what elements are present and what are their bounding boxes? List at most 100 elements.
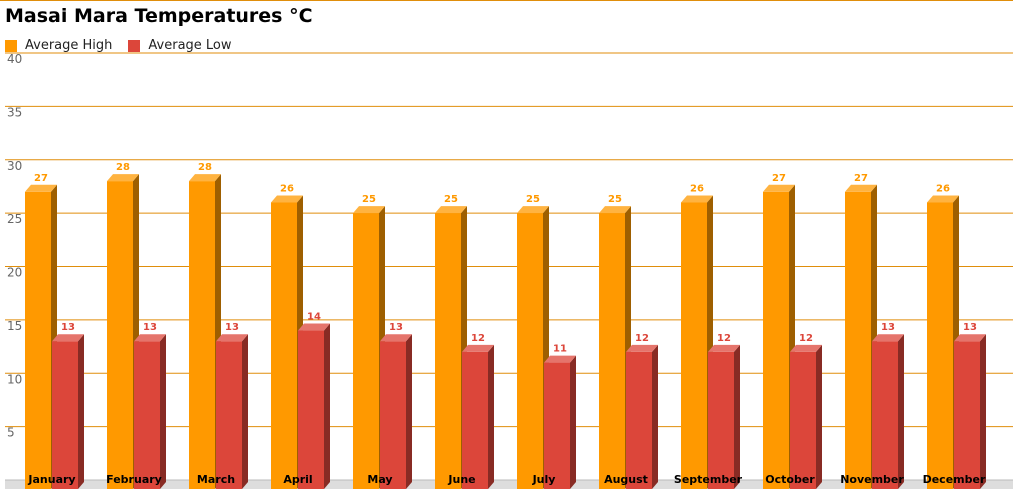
x-tick-label: September [674, 473, 743, 486]
bar-top [763, 184, 795, 192]
bar-side [406, 334, 412, 489]
bar-top [599, 206, 631, 214]
bar-top [25, 184, 57, 192]
bar-top [462, 344, 494, 352]
bar [353, 213, 379, 489]
y-tick-label: 20 [7, 266, 22, 280]
bar [517, 213, 543, 489]
bar [681, 202, 707, 489]
bar-top [107, 174, 139, 182]
bar [544, 362, 570, 489]
bar [790, 351, 816, 489]
bar [298, 330, 324, 489]
bar [25, 191, 51, 489]
bar [107, 181, 133, 489]
bar-top [708, 344, 740, 352]
legend-label-low: Average Low [148, 38, 232, 53]
bar [872, 341, 898, 489]
legend-item-low[interactable]: Average Low [128, 38, 232, 53]
bar [380, 341, 406, 489]
bar-top [271, 195, 303, 203]
bar-top [189, 174, 221, 182]
data-label: 12 [799, 333, 813, 344]
legend-swatch-low [128, 39, 141, 52]
bar-side [816, 344, 822, 489]
legend-swatch-high [5, 39, 17, 52]
data-label: 26 [690, 183, 704, 194]
bar [763, 191, 789, 489]
bar-side [652, 344, 658, 489]
bar-side [78, 334, 84, 489]
data-label: 27 [854, 173, 868, 184]
bar-top [435, 206, 467, 214]
data-label: 13 [225, 322, 239, 333]
data-label: 12 [471, 333, 485, 344]
bar-top [845, 184, 877, 192]
data-label: 13 [963, 322, 977, 333]
bar-side [324, 323, 330, 489]
bar [599, 213, 625, 489]
bar [189, 181, 215, 489]
bar-top [790, 344, 822, 352]
chart-title: Masai Mara Temperatures °C [5, 5, 313, 27]
y-tick-label: 5 [7, 426, 15, 440]
data-label: 13 [389, 322, 403, 333]
data-label: 25 [526, 194, 540, 205]
bar [845, 191, 871, 489]
bar [134, 341, 160, 489]
data-label: 12 [717, 333, 731, 344]
data-label: 25 [444, 194, 458, 205]
bar [708, 351, 734, 489]
bar [271, 202, 297, 489]
x-tick-label: November [840, 473, 904, 486]
x-tick-label: May [367, 473, 392, 486]
legend-item-high[interactable]: Average High [5, 38, 112, 53]
data-label: 28 [198, 162, 212, 173]
bar-side [734, 344, 740, 489]
chart-floor [5, 480, 1013, 489]
bar-top [544, 355, 576, 363]
x-tick-label: April [283, 473, 312, 486]
bar [954, 341, 980, 489]
bar-top [380, 334, 412, 342]
data-label: 13 [61, 322, 75, 333]
bar [216, 341, 242, 489]
data-label: 27 [34, 173, 48, 184]
y-tick-label: 15 [7, 319, 22, 333]
bar-top [872, 334, 904, 342]
bar-top [927, 195, 959, 203]
y-tick-label: 30 [7, 159, 22, 173]
data-label: 12 [635, 333, 649, 344]
x-tick-label: March [197, 473, 235, 486]
bar-top [681, 195, 713, 203]
bar-side [980, 334, 986, 489]
x-tick-label: July [532, 473, 556, 486]
x-tick-label: August [604, 473, 648, 486]
data-label: 14 [307, 312, 321, 323]
x-tick-label: January [27, 473, 75, 486]
data-label: 13 [881, 322, 895, 333]
data-label: 28 [116, 162, 130, 173]
x-tick-label: February [106, 473, 162, 486]
y-tick-label: 40 [7, 52, 22, 66]
bar [927, 202, 953, 489]
bar-top [626, 344, 658, 352]
bar-top [954, 334, 986, 342]
data-label: 26 [936, 183, 950, 194]
bar-side [898, 334, 904, 489]
bar-top [517, 206, 549, 214]
bar [462, 351, 488, 489]
bar [52, 341, 78, 489]
legend-label-high: Average High [25, 38, 113, 53]
bar-top [353, 206, 385, 214]
data-label: 11 [553, 344, 567, 355]
data-label: 25 [362, 194, 376, 205]
legend: Average High Average Low [5, 38, 248, 53]
y-tick-label: 25 [7, 212, 22, 226]
y-tick-label: 35 [7, 105, 22, 119]
data-label: 13 [143, 322, 157, 333]
data-label: 26 [280, 183, 294, 194]
bar [435, 213, 461, 489]
bar [626, 351, 652, 489]
